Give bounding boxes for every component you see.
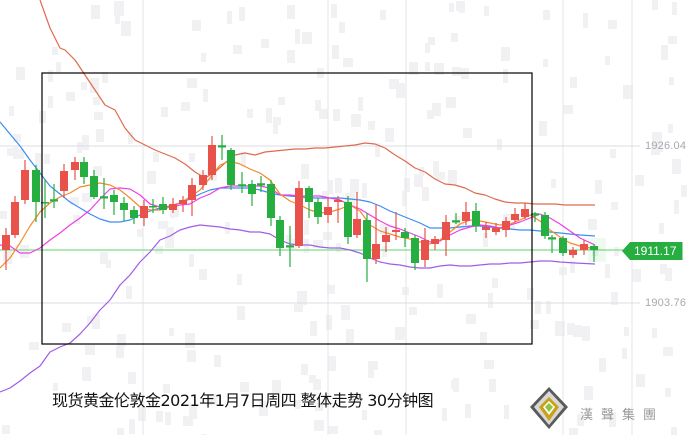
candle-body (492, 228, 500, 232)
candle-body (363, 220, 371, 259)
candle-body (208, 145, 216, 175)
candle-body (2, 235, 10, 250)
candle-body (392, 230, 400, 232)
candle-body (521, 209, 529, 217)
candle-body (344, 202, 352, 237)
candle-body (482, 227, 490, 230)
candle-body (590, 246, 598, 250)
candle-body (401, 232, 409, 238)
candle-body (382, 235, 390, 242)
candle-body (314, 202, 322, 217)
current-price-tag: 1911.17 (622, 242, 683, 260)
candle-body (80, 162, 88, 177)
candle-body (431, 239, 439, 244)
candle-body (502, 221, 510, 230)
candle-body (295, 188, 303, 246)
candle-body (511, 214, 519, 220)
candle-body (472, 211, 480, 226)
candle-body (71, 162, 79, 170)
candle-body (199, 175, 207, 185)
candle-body (276, 220, 284, 248)
candle-body (462, 212, 470, 221)
candle-body (41, 202, 49, 204)
candle-body (169, 204, 177, 210)
candle-body (179, 200, 187, 204)
candle-body (227, 150, 235, 185)
candle-body (11, 202, 19, 235)
candle-body (372, 244, 380, 259)
bollinger-upper-line (39, 0, 595, 206)
candle-body (541, 215, 549, 236)
candle-body (130, 210, 138, 218)
candle-body (248, 184, 256, 194)
candle-body (149, 206, 157, 208)
candle-body (188, 185, 196, 200)
price-axis-label-bottom: 1903.76 (645, 297, 687, 309)
highlight-box (41, 72, 533, 345)
candle-body (21, 170, 29, 200)
candle-body (120, 203, 128, 210)
candle-body (140, 206, 148, 218)
candle-body (580, 244, 588, 250)
candle-body (442, 222, 450, 240)
candle-body (353, 219, 361, 235)
candle-body (90, 176, 98, 197)
candle-body (267, 184, 275, 218)
candle-body (421, 240, 429, 260)
brand-logo-icon (530, 387, 568, 429)
candle-body (305, 188, 313, 202)
candle-body (559, 238, 567, 253)
candle-body (110, 195, 118, 202)
candle-body (334, 200, 342, 202)
candle-body (569, 250, 577, 255)
last-candle-glow (588, 238, 606, 262)
candle-body (32, 170, 40, 202)
candle-body (411, 238, 419, 263)
candle-body (60, 171, 68, 191)
candle-body (324, 207, 332, 215)
chart-caption: 现货黄金伦敦金2021年1月7日周四 整体走势 30分钟图 (52, 391, 434, 410)
brand-name: 漢聲集團 (580, 408, 665, 423)
candle-body (159, 204, 167, 210)
price-axis-label-top: 1926.04 (645, 140, 687, 152)
